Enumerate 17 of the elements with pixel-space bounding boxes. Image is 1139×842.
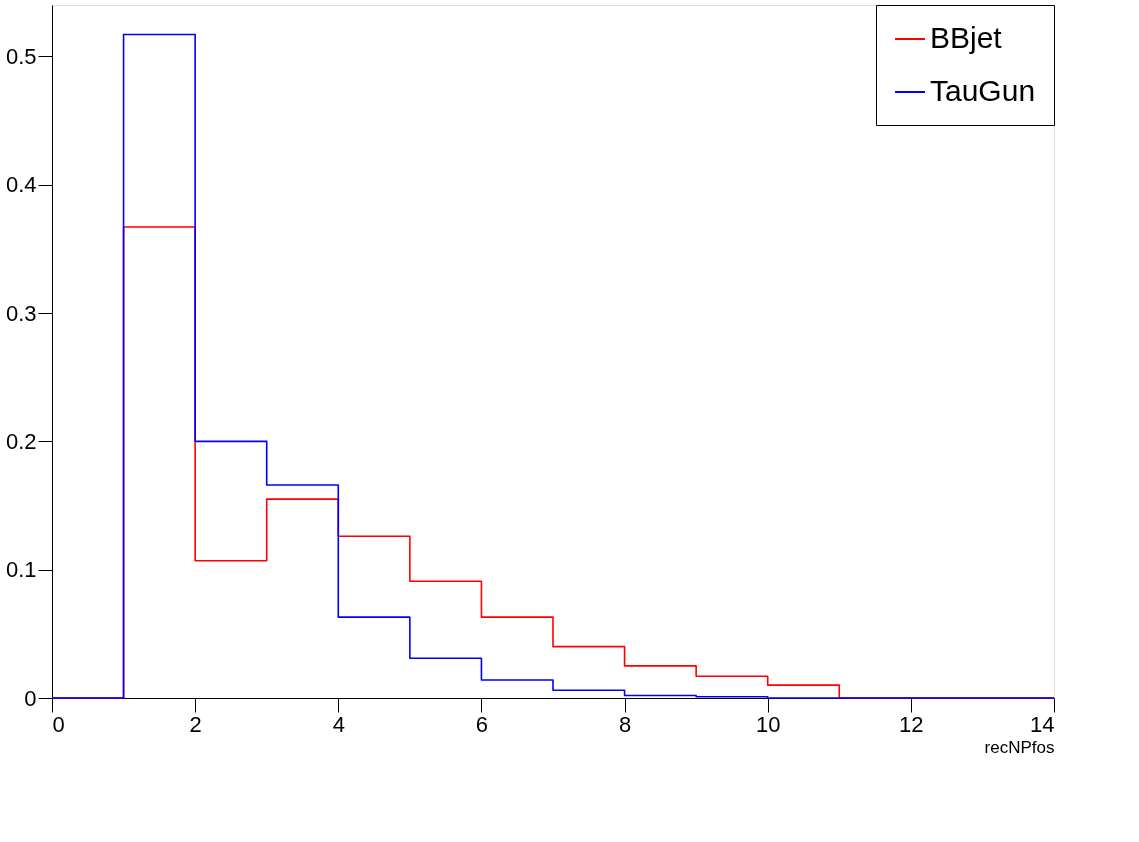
x-tick-label: 12	[899, 711, 924, 737]
x-tick-label: 8	[618, 711, 632, 737]
y-tick-label: 0.4	[5, 172, 37, 198]
x-tick-label: 2	[189, 711, 202, 737]
x-tick-label: 14	[1030, 711, 1055, 737]
y-tick-label: 0.2	[5, 428, 37, 454]
legend-label: TauGun	[930, 74, 1036, 107]
x-axis-title: recNPfos	[984, 737, 1055, 757]
legend-label: BBjet	[930, 21, 1003, 54]
y-tick-label: 0.5	[5, 43, 37, 69]
x-tick-label: 10	[755, 711, 781, 737]
x-tick-label: 6	[475, 711, 489, 737]
x-tick-label: 4	[332, 711, 345, 737]
y-tick-label: 0	[24, 685, 37, 711]
x-tick-label: 0	[52, 711, 65, 737]
y-tick-label: 0.1	[5, 557, 37, 583]
y-tick-label: 0.3	[5, 300, 37, 326]
